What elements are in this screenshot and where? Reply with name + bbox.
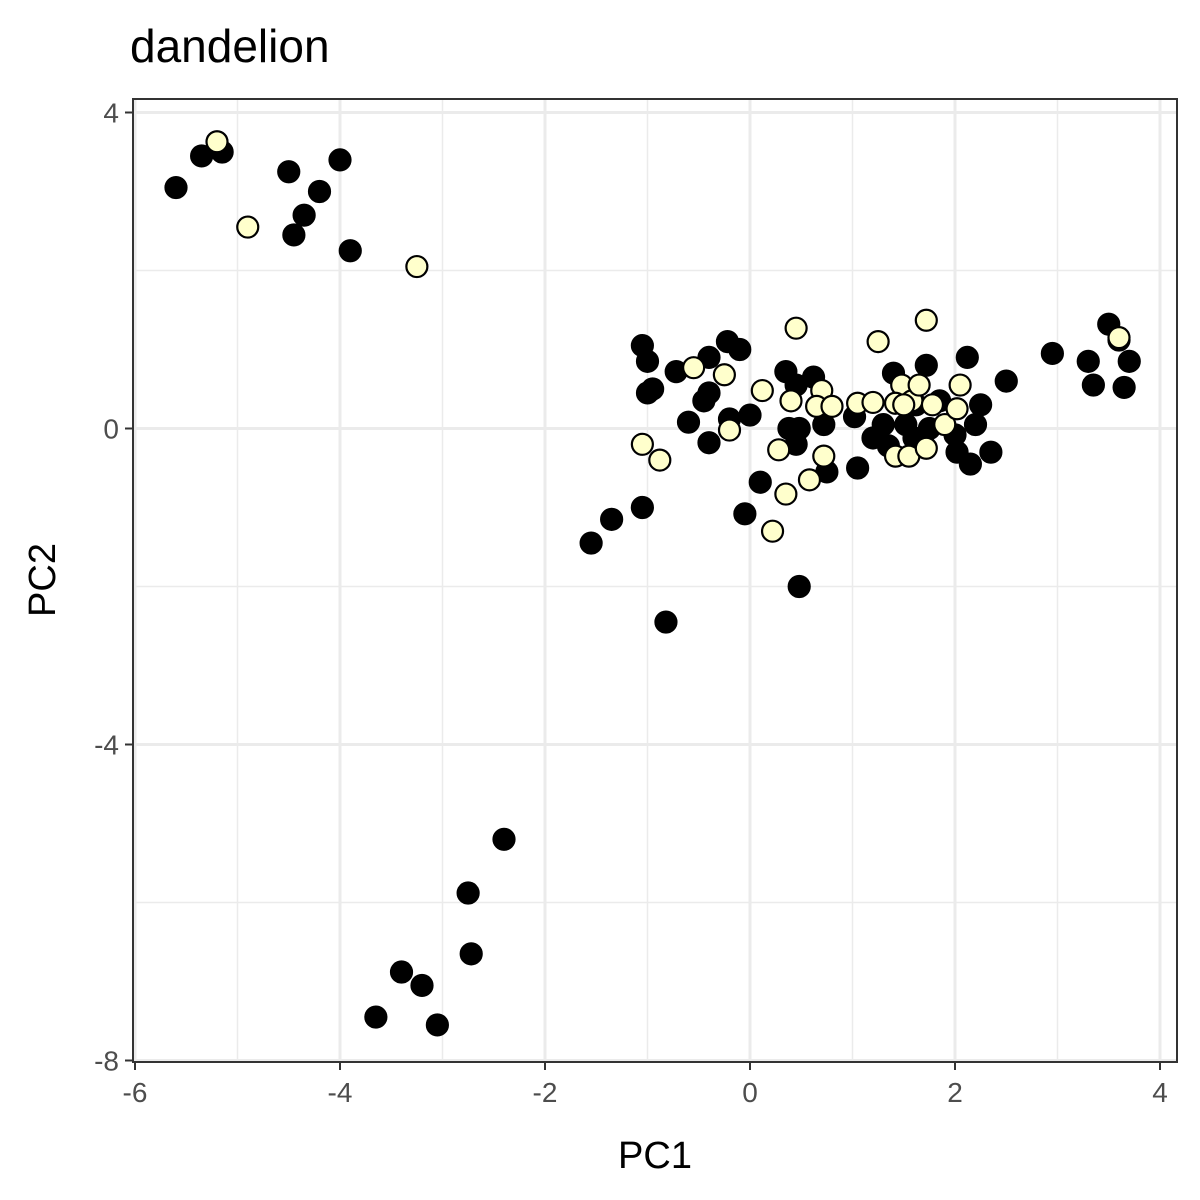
scatter-point <box>676 410 701 434</box>
x-tick-label: -6 <box>123 1077 148 1108</box>
x-tick-label: 4 <box>1152 1077 1168 1108</box>
scatter-point <box>1107 326 1131 350</box>
panel-border <box>132 98 1178 1063</box>
scatter-point <box>784 316 808 340</box>
grid-lines <box>133 99 1177 1062</box>
y-tick-label: 0 <box>103 414 119 445</box>
scatter-point <box>955 345 979 369</box>
scatter-point <box>914 436 938 460</box>
scatter-point <box>812 444 836 468</box>
y-axis: -8 -4 0 4 <box>94 98 133 1077</box>
scatter-point <box>635 381 660 405</box>
scatter-point <box>282 223 306 247</box>
x-axis: -6 -4 -2 0 2 4 <box>123 1062 1168 1108</box>
scatter-point <box>728 337 752 362</box>
scatter-point <box>425 1013 449 1037</box>
y-tick-label: -8 <box>94 1046 119 1077</box>
scatter-point <box>914 353 938 377</box>
scatter-point <box>1112 375 1136 400</box>
y-tick-label: -4 <box>94 730 119 761</box>
scatter-point <box>866 330 890 354</box>
scatter-point <box>717 418 742 442</box>
scatter-point <box>920 393 945 417</box>
scatter-point <box>459 942 483 966</box>
scatter-point <box>277 160 301 184</box>
scatter-point <box>1076 349 1100 373</box>
x-axis-title: PC1 <box>618 1135 692 1177</box>
scatter-point <box>236 215 260 239</box>
scatter-point <box>760 519 785 543</box>
scatter-point <box>307 179 332 204</box>
scatter-point <box>654 610 678 634</box>
scatter-point <box>963 412 988 437</box>
x-tick-label: -4 <box>328 1077 353 1108</box>
scatter-point <box>948 373 972 397</box>
scatter-point <box>492 827 516 851</box>
scatter-point <box>846 456 870 480</box>
y-axis-title: PC2 <box>22 543 64 617</box>
scatter-point <box>820 394 844 418</box>
scatter-point <box>958 452 982 476</box>
chart-title: dandelion <box>130 20 330 72</box>
scatter-point <box>328 148 352 172</box>
scatter-point <box>787 574 811 599</box>
scatter-point <box>733 502 757 526</box>
scatter-point <box>750 378 774 403</box>
data-points <box>164 130 1141 1037</box>
scatter-point <box>712 363 736 387</box>
scatter-point <box>697 431 721 455</box>
scatter-point <box>914 308 938 332</box>
scatter-point <box>697 381 721 405</box>
scatter-point <box>630 495 654 520</box>
scatter-point <box>748 470 772 494</box>
scatter-point <box>738 403 762 427</box>
x-tick-label: 0 <box>742 1077 758 1108</box>
scatter-point <box>364 1005 388 1029</box>
scatter-point <box>456 881 480 905</box>
scatter-point <box>338 239 362 263</box>
scatter-point <box>600 507 624 531</box>
scatter-point <box>682 356 706 380</box>
scatter-point <box>1117 349 1141 373</box>
scatter-point <box>1040 341 1064 366</box>
scatter-point <box>648 448 672 472</box>
scatter-point <box>389 960 414 984</box>
x-tick-label: -2 <box>533 1077 558 1108</box>
scatter-point <box>405 254 429 279</box>
scatter-point <box>1081 373 1105 397</box>
y-tick-label: 4 <box>103 98 119 129</box>
scatter-point <box>933 412 957 437</box>
scatter-point <box>861 390 885 415</box>
x-tick-label: 2 <box>947 1077 963 1108</box>
scatter-point <box>164 175 188 200</box>
scatter-point <box>774 482 798 506</box>
scatter-point <box>892 393 916 417</box>
scatter-point <box>205 130 229 154</box>
scatter-point <box>767 438 791 462</box>
scatter-point <box>579 531 603 555</box>
scatter-point <box>969 393 993 417</box>
scatter-point <box>779 389 803 413</box>
scatter-point <box>979 440 1003 464</box>
scatter-point <box>945 397 969 421</box>
scatter-point <box>797 468 822 492</box>
scatter-point <box>635 349 660 373</box>
scatter-point <box>630 432 654 456</box>
scatter-point <box>907 373 931 397</box>
scatter-point <box>410 973 434 998</box>
scatter-point <box>292 203 316 227</box>
scatter-point <box>994 369 1018 393</box>
